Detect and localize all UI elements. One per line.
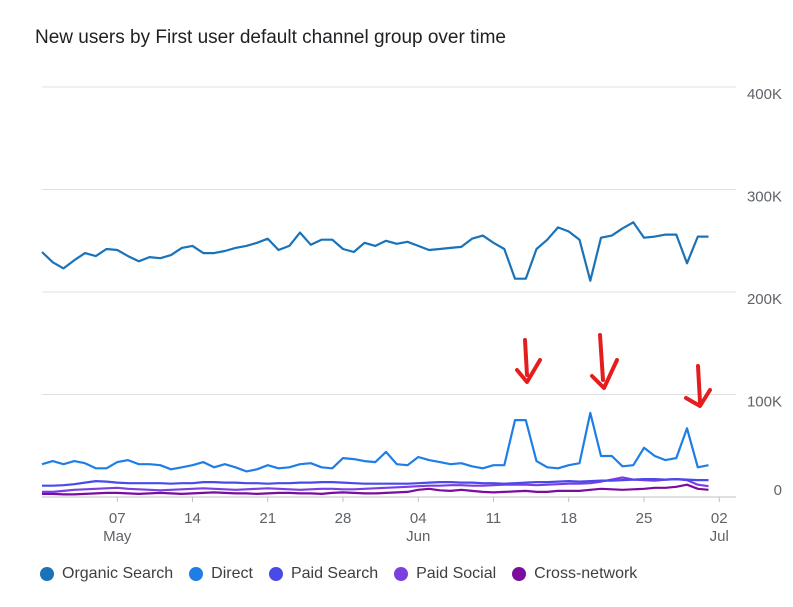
x-tick-label: 18 (560, 510, 577, 527)
red-arrow-icon (590, 333, 619, 390)
series-line-direct (41, 411, 709, 473)
red-arrow-icon (515, 338, 542, 384)
legend-item: Direct (189, 565, 253, 583)
x-tick-label: 02 (711, 510, 728, 527)
y-tick-label: 100K (747, 394, 782, 411)
legend-swatch-icon (394, 567, 409, 581)
legend-label: Organic Search (62, 565, 174, 582)
legend-label: Direct (211, 565, 253, 582)
legend-label: Cross-network (534, 565, 638, 582)
x-tick-label: 11 (486, 510, 502, 527)
x-tick-label: 07 (109, 510, 126, 527)
series-line-cross-network (42, 483, 709, 496)
x-tick-month-label: May (103, 528, 132, 545)
legend-swatch-icon (189, 567, 204, 581)
legend-item: Paid Search (268, 565, 379, 583)
series-line-paid-search (42, 478, 709, 487)
legend-item: Cross-network (512, 565, 637, 583)
y-tick-label: 200K (747, 291, 782, 308)
series-lines (41, 221, 709, 496)
x-tick-label: 28 (335, 510, 352, 527)
x-tick-label: 04 (410, 510, 427, 527)
x-tick-label: 14 (184, 510, 201, 527)
legend: Organic Search Direct Paid Search Paid Soci… (40, 565, 653, 583)
legend-label: Paid Social (416, 565, 497, 582)
x-tick-label: 21 (259, 510, 276, 527)
legend-item: Organic Search (40, 565, 173, 583)
legend-swatch-icon (512, 567, 527, 581)
grid-lines (42, 86, 736, 498)
legend-label: Paid Search (290, 565, 379, 582)
y-tick-label: 400K (747, 86, 782, 103)
legend-swatch-icon (268, 567, 283, 581)
x-tick-month-label: Jul (710, 528, 729, 545)
y-axis-ticks: 400K 300K 200K 100K 0 (747, 86, 782, 499)
x-tick-label: 25 (636, 510, 653, 527)
chart-title: New users by First user default channel … (35, 27, 506, 48)
series-line-organic-search (41, 221, 709, 282)
y-tick-label: 300K (747, 189, 782, 206)
series-line-paid-social (42, 476, 709, 493)
legend-item: Paid Social (394, 565, 496, 583)
legend-swatch-icon (40, 567, 54, 581)
red-arrow-icon (684, 364, 712, 408)
annotation-arrows (515, 333, 712, 408)
y-tick-label: 0 (774, 482, 782, 499)
x-tick-month-label: Jun (406, 528, 430, 545)
